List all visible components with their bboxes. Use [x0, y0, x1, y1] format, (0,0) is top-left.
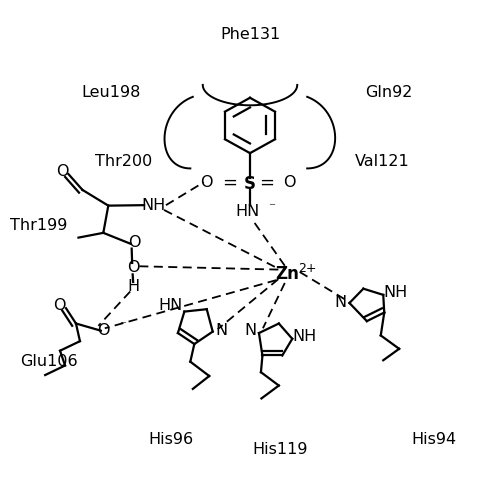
- Text: HN: HN: [236, 204, 260, 219]
- Text: Zn: Zn: [276, 265, 299, 283]
- Text: N: N: [334, 295, 346, 310]
- Text: O: O: [200, 175, 212, 190]
- Text: H: H: [127, 279, 139, 294]
- Text: Leu198: Leu198: [81, 84, 140, 99]
- Text: Glu106: Glu106: [20, 354, 78, 369]
- Text: NH: NH: [141, 198, 165, 213]
- Text: O: O: [98, 323, 110, 338]
- Text: Phe131: Phe131: [220, 27, 280, 42]
- Text: ⁻: ⁻: [268, 202, 275, 215]
- Text: 2+: 2+: [298, 262, 316, 275]
- Text: His96: His96: [148, 432, 193, 447]
- Text: ⁻: ⁻: [119, 319, 126, 332]
- Text: Thr200: Thr200: [94, 154, 152, 169]
- Text: NH: NH: [292, 329, 317, 344]
- Text: S: S: [244, 175, 256, 193]
- Text: His94: His94: [412, 432, 457, 447]
- Text: N: N: [244, 323, 256, 338]
- Text: =: =: [259, 173, 274, 191]
- Text: O: O: [284, 175, 296, 190]
- Text: O: O: [56, 164, 68, 179]
- Text: O: O: [54, 298, 66, 313]
- Text: Thr199: Thr199: [10, 218, 68, 233]
- Text: NH: NH: [384, 285, 408, 300]
- Text: His119: His119: [252, 443, 308, 457]
- Text: N: N: [216, 323, 228, 338]
- Text: O: O: [127, 260, 140, 275]
- Text: Gln92: Gln92: [366, 84, 413, 99]
- Text: Val121: Val121: [354, 154, 409, 169]
- Text: =: =: [222, 173, 238, 191]
- Text: O: O: [128, 235, 141, 251]
- Text: HN: HN: [158, 299, 182, 313]
